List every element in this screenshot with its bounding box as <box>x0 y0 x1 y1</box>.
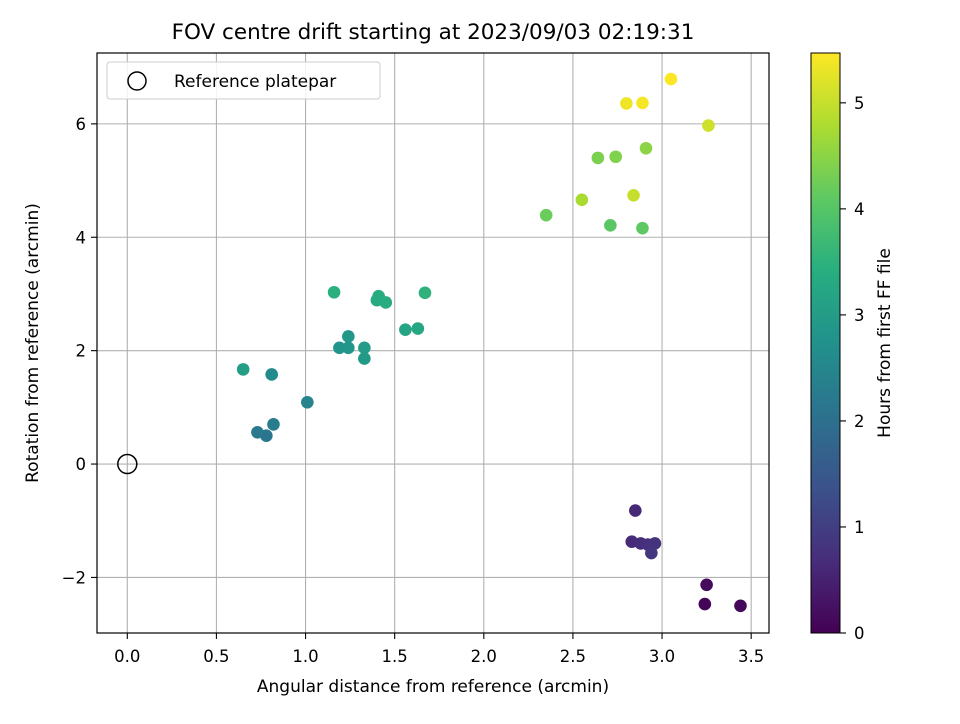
data-point <box>539 208 553 222</box>
colorbar-tick-label: 1 <box>854 518 865 537</box>
colorbar-tick-label: 5 <box>854 94 865 113</box>
colorbar-gradient <box>810 52 841 634</box>
data-point <box>358 352 371 365</box>
x-tick-label: 2.0 <box>471 647 497 666</box>
data-point <box>301 395 314 409</box>
data-point <box>620 97 633 110</box>
data-point <box>265 368 278 381</box>
x-tick-label: 1.0 <box>292 647 318 666</box>
x-tick-label: 0.5 <box>203 647 229 666</box>
data-point <box>342 341 355 355</box>
data-point <box>379 296 393 309</box>
data-point <box>702 119 715 132</box>
colorbar-tick-label: 0 <box>854 624 865 643</box>
data-point <box>267 418 280 431</box>
x-axis-ticks: 0.0 0.5 1.0 1.5 2.0 2.5 3.0 3.5 <box>114 633 764 666</box>
data-point <box>327 285 341 299</box>
data-point <box>342 330 355 343</box>
data-point <box>648 537 662 550</box>
reference-platepar-marker <box>117 453 138 475</box>
legend-box <box>106 61 381 100</box>
x-tick-label: 3.0 <box>649 647 675 666</box>
grid-lines <box>97 53 769 633</box>
data-point <box>636 96 649 110</box>
x-tick-label: 0.0 <box>114 647 140 666</box>
data-point <box>609 150 623 164</box>
data-point <box>698 597 712 611</box>
data-point <box>636 221 649 235</box>
data-point <box>399 323 412 336</box>
x-tick-label: 3.5 <box>738 647 764 666</box>
data-point <box>645 546 658 560</box>
data-point <box>251 425 264 439</box>
y-axis-ticks: −2 0 2 4 6 <box>62 115 97 587</box>
x-axis-label: Angular distance from reference (arcmin) <box>257 677 609 697</box>
y-tick-label: 0 <box>76 455 87 474</box>
x-tick-label: 1.5 <box>382 647 408 666</box>
data-point <box>629 504 642 517</box>
colorbar-label: Hours from first FF file <box>875 248 895 438</box>
data-point <box>358 341 371 355</box>
y-tick-label: 4 <box>76 228 87 247</box>
data-points <box>117 72 747 613</box>
data-point <box>411 322 425 335</box>
colorbar-tick-label: 4 <box>854 200 865 219</box>
plot-frame <box>96 52 770 634</box>
data-point <box>591 151 605 165</box>
colorbar-tick-label: 3 <box>854 306 865 325</box>
data-point <box>418 286 432 300</box>
colorbar: 0 1 2 3 4 5 Hours from first FF file <box>810 52 895 643</box>
y-tick-label: 6 <box>76 115 87 134</box>
data-point <box>333 341 346 355</box>
data-point <box>664 72 678 86</box>
colorbar-ticks: 0 1 2 3 4 5 <box>840 94 865 643</box>
data-point <box>734 599 747 613</box>
chart-title: FOV centre drift starting at 2023/09/03 … <box>172 20 695 45</box>
data-point <box>627 189 640 202</box>
y-tick-label: −2 <box>62 568 86 587</box>
legend-entry-label: Reference platepar <box>174 72 336 92</box>
data-point <box>575 193 589 207</box>
x-tick-label: 2.5 <box>560 647 586 666</box>
y-axis-label: Rotation from reference (arcmin) <box>23 203 43 483</box>
data-point <box>604 219 617 232</box>
y-tick-label: 2 <box>76 342 87 361</box>
legend-marker-icon <box>127 71 147 91</box>
data-point <box>639 141 653 155</box>
colorbar-tick-label: 2 <box>854 412 865 431</box>
data-point <box>236 363 250 376</box>
data-point <box>700 578 713 592</box>
legend: Reference platepar <box>106 61 381 100</box>
